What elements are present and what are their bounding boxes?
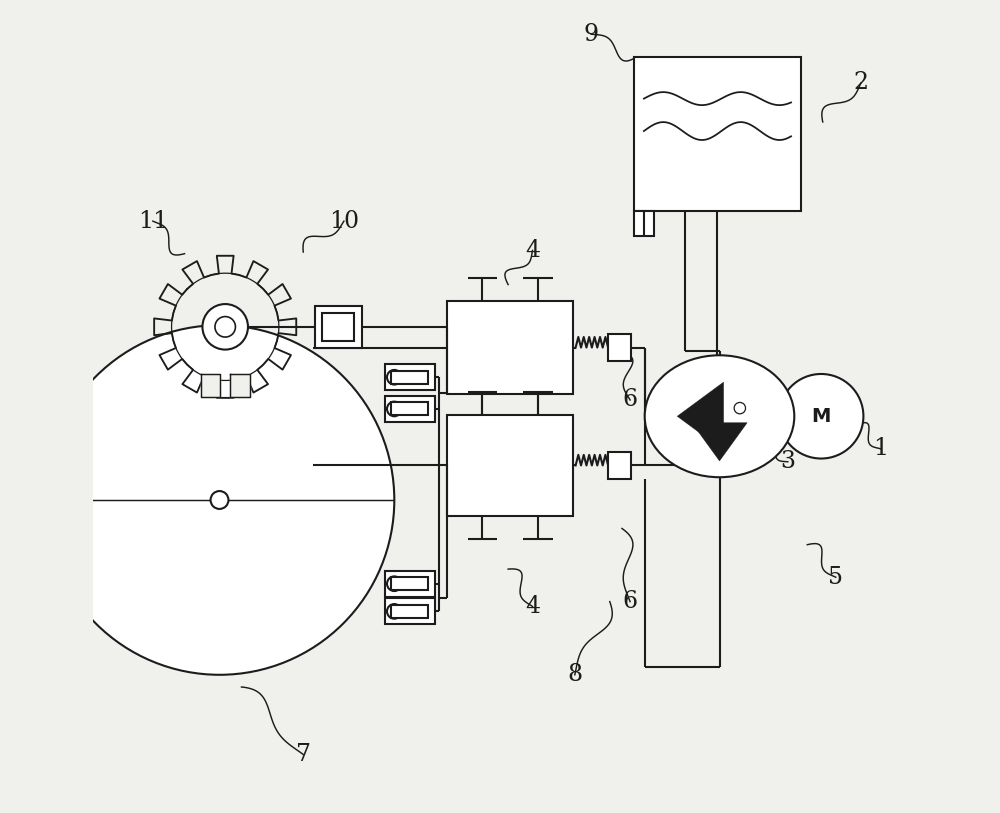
- Bar: [634, 211, 654, 236]
- Circle shape: [387, 576, 402, 591]
- Text: 8: 8: [567, 663, 582, 686]
- Text: 6: 6: [623, 590, 638, 613]
- Bar: [385, 571, 435, 597]
- Bar: [391, 371, 428, 384]
- Polygon shape: [692, 423, 747, 461]
- Circle shape: [387, 604, 402, 619]
- Bar: [608, 451, 631, 480]
- Bar: [391, 402, 428, 415]
- Bar: [315, 306, 362, 348]
- Text: 2: 2: [853, 72, 869, 94]
- Bar: [447, 301, 573, 394]
- Circle shape: [211, 491, 228, 509]
- Bar: [391, 605, 428, 618]
- Bar: [391, 577, 428, 590]
- Bar: [385, 396, 435, 422]
- Circle shape: [202, 304, 248, 350]
- Text: 11: 11: [138, 210, 168, 233]
- Bar: [634, 57, 801, 211]
- Text: 10: 10: [329, 210, 359, 233]
- Circle shape: [45, 325, 394, 675]
- Polygon shape: [201, 374, 220, 397]
- Polygon shape: [230, 374, 250, 397]
- Polygon shape: [172, 273, 279, 380]
- Circle shape: [387, 370, 402, 385]
- Circle shape: [387, 402, 402, 416]
- Circle shape: [215, 316, 235, 337]
- Text: 5: 5: [828, 566, 843, 589]
- Text: 6: 6: [623, 389, 638, 411]
- Bar: [385, 364, 435, 390]
- Text: 4: 4: [525, 239, 540, 262]
- Bar: [608, 333, 631, 361]
- Polygon shape: [677, 382, 724, 450]
- Text: 1: 1: [873, 437, 888, 460]
- Circle shape: [39, 493, 54, 507]
- Ellipse shape: [645, 355, 794, 477]
- Circle shape: [779, 374, 863, 459]
- Text: 9: 9: [583, 23, 599, 46]
- Text: 4: 4: [525, 595, 540, 618]
- Circle shape: [46, 594, 60, 609]
- Bar: [322, 313, 354, 341]
- Text: 3: 3: [780, 450, 795, 473]
- Text: 7: 7: [296, 743, 311, 766]
- Circle shape: [734, 402, 746, 414]
- Text: M: M: [811, 406, 831, 426]
- Bar: [447, 415, 573, 516]
- Bar: [385, 598, 435, 624]
